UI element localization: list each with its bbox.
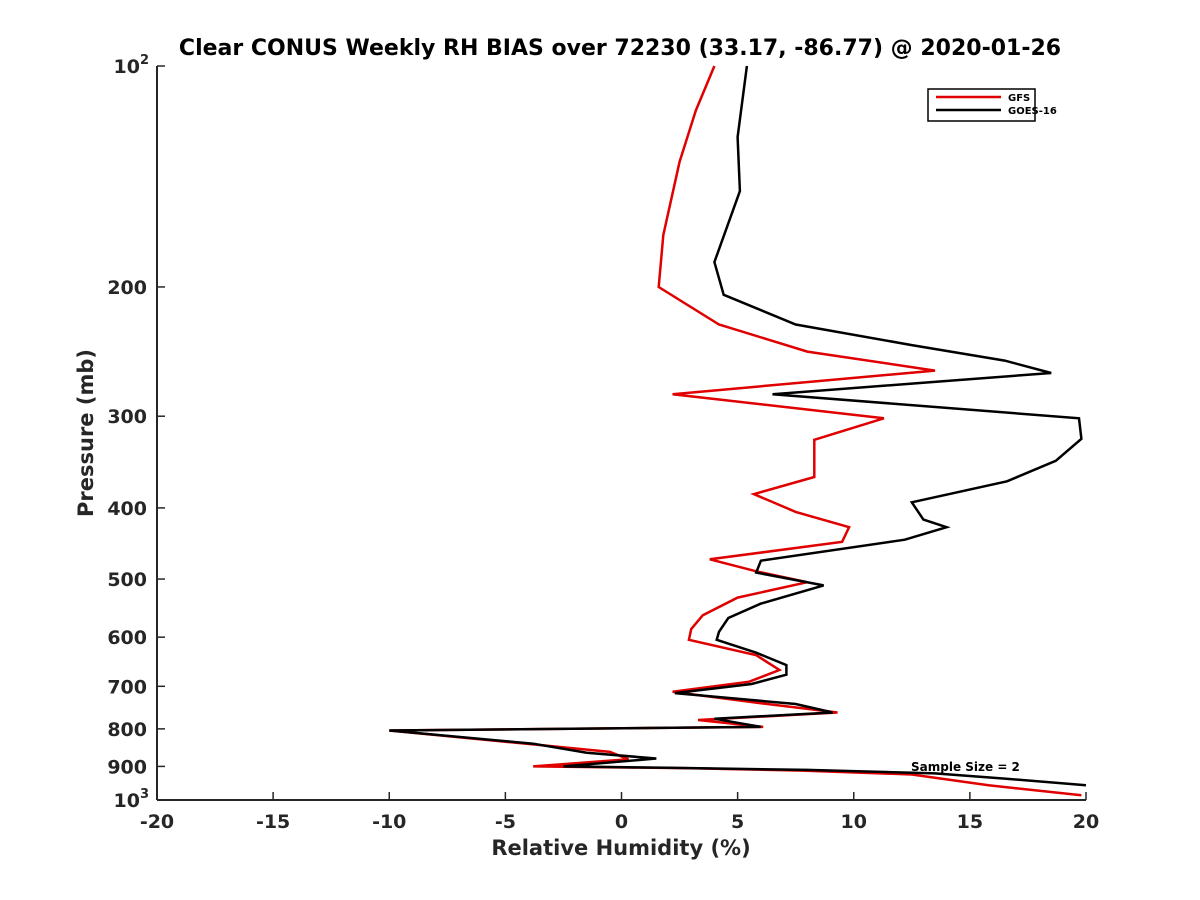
x-tick-label: 10 xyxy=(841,811,867,833)
x-tick-label: 0 xyxy=(615,811,628,833)
x-tick-label: 15 xyxy=(957,811,983,833)
y-tick-label: 200 xyxy=(107,277,147,299)
x-tick-label: -10 xyxy=(372,811,406,833)
y-tick-label: 10 xyxy=(114,56,140,78)
x-tick-label: -5 xyxy=(495,811,516,833)
y-tick-label: 300 xyxy=(107,406,147,428)
x-ticks: -20 -15 -10 -5 0 5 10 15 20 xyxy=(140,792,1099,833)
series-line-goes-16 xyxy=(389,65,1087,787)
y-tick-exponent: 3 xyxy=(140,787,149,802)
x-tick-label: 20 xyxy=(1073,811,1099,833)
legend-label: GOES-16 xyxy=(1008,106,1057,117)
y-tick-label: 600 xyxy=(107,627,147,649)
sample-size-annotation: Sample Size = 2 xyxy=(911,760,1020,774)
y-tick-label: 400 xyxy=(107,498,147,520)
x-axis-label: Relative Humidity (%) xyxy=(491,836,750,860)
x-tick-label: 5 xyxy=(731,811,744,833)
y-tick-label: 900 xyxy=(107,756,147,778)
series-layer xyxy=(389,65,1087,797)
y-tick-label: 700 xyxy=(107,676,147,698)
legend: GFS GOES-16 xyxy=(927,88,1057,122)
legend-label: GFS xyxy=(1008,93,1030,104)
chart-title: Clear CONUS Weekly RH BIAS over 72230 (3… xyxy=(179,36,1061,61)
series-line-gfs xyxy=(389,65,1082,797)
legend-box xyxy=(927,88,1036,122)
y-tick-label: 500 xyxy=(107,569,147,591)
y-tick-exponent: 2 xyxy=(140,53,149,68)
y-tick-label: 800 xyxy=(107,719,147,741)
x-tick-label: -15 xyxy=(256,811,290,833)
y-axis-label: Pressure (mb) xyxy=(74,349,98,517)
y-tick-label: 10 xyxy=(114,790,140,812)
x-tick-label: -20 xyxy=(140,811,174,833)
